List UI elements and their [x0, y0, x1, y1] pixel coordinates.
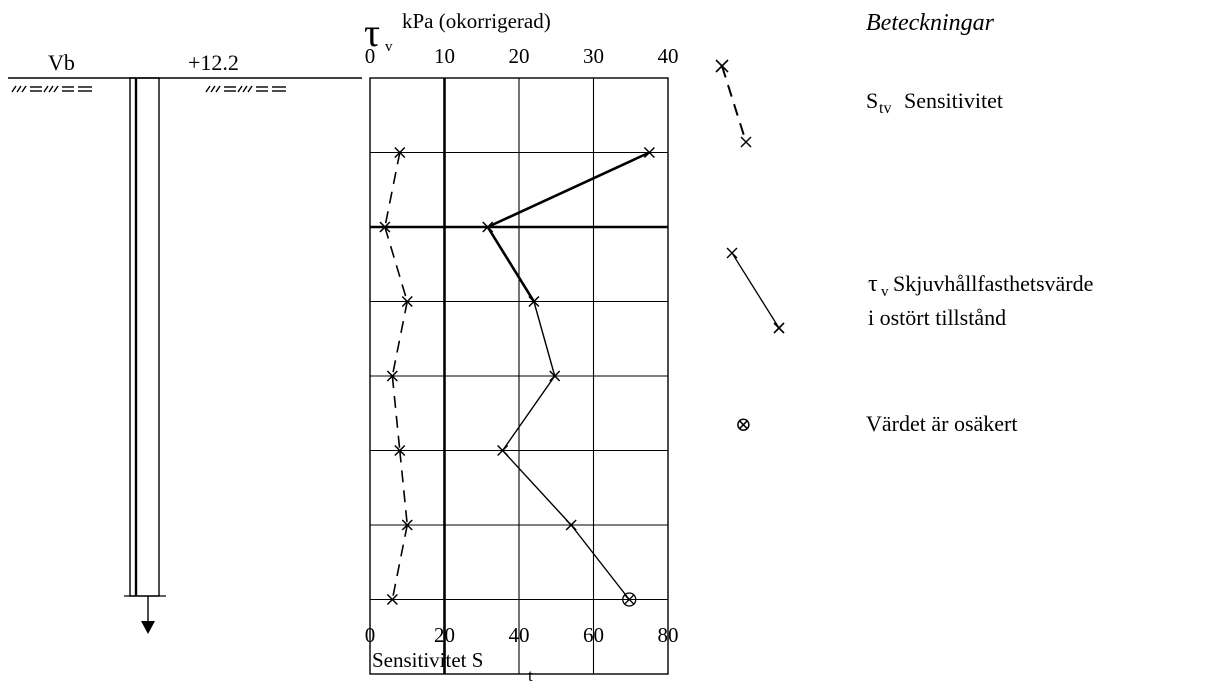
legend-title: Beteckningar	[866, 10, 995, 36]
sensitivity-point	[401, 295, 413, 308]
legend-marker	[773, 322, 785, 334]
borehole-casing	[129, 77, 160, 597]
legend-marker	[740, 136, 752, 148]
legend-shear-label-line1: Skjuvhållfasthetsvärde	[893, 271, 1093, 296]
bottom-tick-label: 80	[658, 623, 679, 647]
legend-shear-sample	[726, 247, 785, 334]
sensitivity-segment	[399, 450, 409, 526]
borehole-elevation: +12.2	[188, 50, 239, 75]
bottom-tick-label: 60	[583, 623, 604, 647]
sensitivity-point	[394, 444, 406, 457]
bottom-axis-label: Sensitivitet S	[372, 648, 483, 672]
legend-uncertain-label: Värdet är osäkert	[866, 411, 1017, 436]
bottom-tick-label: 40	[509, 623, 530, 647]
legend-shear-symbol: τ	[868, 271, 878, 297]
ground-hatch-right	[205, 85, 286, 93]
shear-strength-point	[482, 221, 494, 233]
legend-shear-subscript: v	[881, 284, 889, 300]
borehole-label: Vb	[48, 50, 75, 75]
shear-strength-series	[482, 146, 655, 607]
shear-strength-segment	[486, 226, 536, 303]
sensitivity-segment	[391, 524, 409, 600]
top-axis-symbol: τ	[364, 10, 380, 55]
top-tick-label: 10	[434, 44, 455, 68]
legend-solid-line	[731, 252, 780, 329]
ground-hatch-left	[11, 85, 92, 93]
legend-uncertain-icon: ⊗	[735, 414, 752, 436]
legend: Beteckningar S tv Sensitivitet τ v Skjuv…	[715, 10, 1093, 436]
top-tick-label: 20	[509, 44, 530, 68]
sensitivity-point	[386, 593, 398, 606]
shear-strength-point	[549, 370, 561, 382]
legend-sensitivity-subscript: tv	[879, 100, 891, 117]
shear-strength-segment	[570, 524, 630, 600]
sensitivity-point	[401, 519, 413, 531]
borehole-stop-arrow-icon	[141, 621, 155, 634]
sensitivity-point	[394, 146, 406, 159]
bottom-axis-subscript: t	[528, 666, 533, 681]
uncertain-cross	[623, 594, 635, 605]
legend-sensitivity-symbol: S	[866, 88, 878, 113]
sensitivity-segment	[391, 375, 401, 451]
shear-strength-point	[565, 519, 577, 531]
uncertain-point	[622, 592, 637, 607]
bottom-tick-label: 0	[365, 623, 376, 647]
legend-shear-label-line2: i ostört tillstånd	[868, 305, 1006, 330]
shear-strength-point	[528, 295, 540, 308]
sensitivity-segment	[391, 301, 409, 377]
chart-grid	[369, 77, 669, 675]
top-axis-subscript: v	[385, 39, 393, 55]
shear-strength-point	[643, 146, 655, 159]
top-tick-label: 40	[658, 44, 679, 68]
top-axis-label: kPa (okorrigerad)	[402, 9, 551, 33]
bottom-tick-label: 20	[434, 623, 455, 647]
shear-strength-segment	[502, 375, 556, 451]
strength-sensitivity-chart: τ v kPa (okorrigerad) 0 10 20 30 40 0 20 40 60 8…	[364, 9, 679, 681]
sensitivity-point	[386, 370, 398, 382]
legend-dashed-line	[721, 65, 747, 143]
sensitivity-series	[379, 146, 413, 606]
shear-strength-segment	[487, 151, 650, 229]
sensitivity-point	[379, 221, 391, 233]
legend-marker	[726, 247, 738, 259]
legend-sensitivity-label: Sensitivitet	[904, 88, 1003, 113]
legend-sensitivity-sample	[715, 59, 752, 148]
legend-marker	[715, 59, 729, 73]
bottom-axis-ticks: 0 20 40 60 80	[365, 623, 679, 647]
shear-strength-segment	[533, 301, 556, 377]
borehole-column: Vb +12.2	[8, 50, 362, 634]
top-tick-label: 0	[365, 44, 376, 68]
shear-strength-point	[497, 444, 509, 457]
sensitivity-segment	[384, 152, 401, 228]
sensitivity-segment	[384, 226, 409, 302]
series-layer	[379, 146, 655, 607]
top-tick-label: 30	[583, 44, 604, 68]
shear-strength-segment	[502, 450, 572, 526]
top-axis-ticks: 0 10 20 30 40	[365, 44, 679, 68]
